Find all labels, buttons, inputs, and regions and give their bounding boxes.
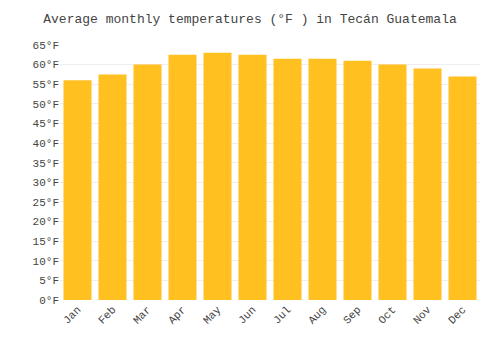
svg-text:Oct: Oct	[376, 304, 398, 326]
svg-text:Mar: Mar	[131, 304, 153, 326]
svg-text:5°F: 5°F	[39, 275, 59, 287]
svg-text:60°F: 60°F	[33, 59, 59, 71]
svg-text:35°F: 35°F	[33, 158, 59, 170]
svg-text:Nov: Nov	[411, 304, 434, 327]
svg-text:50°F: 50°F	[33, 99, 59, 111]
svg-text:Feb: Feb	[96, 304, 118, 326]
svg-text:40°F: 40°F	[33, 138, 59, 150]
svg-text:25°F: 25°F	[33, 197, 59, 209]
svg-text:Average monthly temperatures (: Average monthly temperatures (°F ) in Te…	[43, 12, 457, 27]
svg-text:65°F: 65°F	[33, 40, 59, 52]
svg-text:0°F: 0°F	[39, 295, 59, 307]
svg-text:Sep: Sep	[341, 304, 363, 326]
svg-text:May: May	[201, 304, 224, 327]
svg-text:Dec: Dec	[446, 304, 468, 326]
svg-text:Jun: Jun	[236, 304, 258, 326]
svg-text:20°F: 20°F	[33, 216, 59, 228]
svg-text:55°F: 55°F	[33, 79, 59, 91]
svg-text:Aug: Aug	[306, 304, 328, 326]
svg-text:45°F: 45°F	[33, 118, 59, 130]
svg-text:10°F: 10°F	[33, 256, 59, 268]
svg-text:30°F: 30°F	[33, 177, 59, 189]
svg-text:Jul: Jul	[271, 304, 293, 326]
svg-text:Jan: Jan	[61, 304, 83, 326]
svg-text:Apr: Apr	[166, 304, 188, 326]
svg-text:15°F: 15°F	[33, 236, 59, 248]
